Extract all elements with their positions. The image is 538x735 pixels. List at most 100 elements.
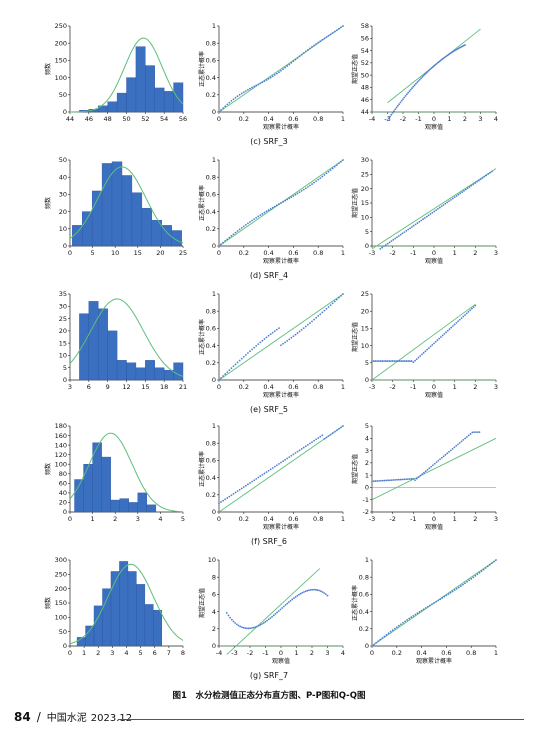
row6-qq-plot-point	[439, 458, 441, 461]
footer-slash: /	[36, 710, 41, 724]
row6-pp-plot-point	[327, 435, 330, 437]
row3-pp-plot-point	[232, 98, 235, 101]
row7-pp-plot-point	[406, 619, 409, 621]
row3-qq-plot-point	[404, 94, 407, 97]
row6-pp-plot-y-tick-label: 0.6	[206, 457, 216, 465]
row3-pp-plot-point	[284, 66, 287, 69]
row6-pp-plot-point	[251, 480, 253, 483]
row6-qq-plot-point	[381, 479, 384, 482]
row4-qq-plot-x-tick-label: 1	[453, 249, 457, 257]
row7-pp-plot-point	[493, 560, 495, 563]
row5-pp-plot-reference-line	[218, 293, 344, 381]
row7-qq-plot-point	[294, 596, 297, 598]
row7-histogram-bar	[85, 625, 95, 647]
row4-qq-plot-point	[444, 202, 447, 205]
row5-pp-plot-point	[323, 309, 326, 312]
row7-qq-plot-point	[324, 593, 327, 596]
row4-pp-plot-point	[329, 169, 332, 172]
row4-pp-plot-point	[242, 225, 245, 228]
row6-pp-plot-point	[335, 429, 338, 432]
row5-histogram-x-tick-label: 3	[68, 383, 72, 391]
row4-pp-plot-point	[327, 170, 330, 173]
row7-qq-plot-point	[274, 613, 277, 615]
row7-qq-plot-point	[298, 593, 300, 596]
row7-qq-plot-point	[271, 615, 273, 618]
row3-histogram-bar	[145, 65, 155, 113]
row4-pp-plot-y-tick-label: 0	[212, 242, 216, 250]
row4-pp-plot-point	[249, 221, 251, 223]
row5-histogram-bar	[79, 313, 90, 381]
row3-qq-plot-point	[442, 57, 444, 60]
row6-pp-plot-point	[282, 460, 284, 463]
row5-qq-plot-y-tick-label: 0	[365, 376, 369, 384]
subfigure-caption-e: (e) SRF_5	[249, 405, 289, 414]
row6-pp-plot-point	[240, 487, 243, 490]
row3-histogram-bar	[173, 82, 184, 113]
row7-qq-plot-point	[264, 620, 267, 623]
row5-histogram-bar	[135, 367, 146, 381]
row6-histogram-x-tick-label: 1	[91, 515, 95, 523]
row6-histogram-x-tick-label: 5	[181, 515, 185, 523]
row6-qq-plot-point	[473, 431, 475, 434]
row4-pp-plot-point	[333, 165, 336, 168]
row3-qq-plot-point	[447, 53, 450, 56]
row6-pp-plot-point	[309, 442, 311, 445]
row5-pp-plot-point	[271, 331, 274, 334]
row4-pp-plot-point	[253, 218, 256, 221]
row6-pp-plot-point	[319, 435, 322, 438]
row4-histogram-bar	[121, 175, 133, 247]
row3-qq-plot-y-tick-label: 56	[361, 34, 369, 42]
row7-pp-plot-point	[404, 620, 406, 623]
row4-pp-plot-y-tick-label: 1	[212, 156, 216, 164]
row3-qq-plot-y-tick-label: 46	[361, 96, 369, 104]
row5-qq-plot-point	[408, 360, 411, 362]
row5-pp-plot-point	[337, 296, 340, 299]
row3-pp-plot-point	[282, 68, 284, 71]
row6-qq-plot-point	[437, 459, 440, 462]
row5-pp-plot-point	[236, 361, 239, 364]
row5-histogram-y-tick-label: 15	[59, 339, 67, 347]
row5-pp-plot-point	[259, 341, 262, 344]
row5-qq-plot-point	[443, 333, 446, 335]
row6-qq-plot-point	[399, 478, 402, 481]
row5-pp-plot-point	[302, 327, 305, 330]
row7-pp-plot-point	[416, 612, 419, 615]
row4-pp-plot-point	[218, 245, 220, 247]
row4-qq-plot-point	[429, 213, 432, 215]
row4-pp-plot-point	[292, 195, 295, 197]
row5-qq-plot-point	[393, 360, 396, 362]
row3-pp-plot-point	[218, 111, 220, 113]
row5-histogram-bar	[88, 301, 99, 381]
row7-qq-plot-point	[287, 601, 290, 604]
row5-qq-plot-y-tick-label: 20	[361, 307, 369, 315]
row4-pp-plot-point	[284, 199, 287, 202]
row7-qq-plot-point	[227, 614, 230, 617]
row3-histogram-y-tick-label: 200	[55, 39, 67, 47]
row3-pp-plot-point	[263, 80, 266, 83]
row3-pp-plot-point	[251, 86, 253, 89]
row4-pp-plot-xlabel: 观察累计概率	[263, 257, 299, 265]
row7-pp-plot-point	[445, 594, 448, 597]
row3-qq-plot-x-tick-label: -1	[415, 115, 421, 123]
row4-pp-plot-point	[286, 198, 289, 201]
row6-qq-plot-point	[389, 479, 391, 482]
row6-qq-plot-point	[453, 446, 456, 449]
row3-qq-plot-point	[451, 51, 453, 54]
row4-qq-plot-point	[397, 235, 400, 237]
magazine-name: 中国水泥	[46, 713, 87, 724]
row5-pp-plot-point	[325, 307, 328, 310]
row4-qq-plot-point	[490, 170, 493, 173]
row6-qq-plot-point	[401, 478, 404, 481]
row3-pp-plot-point	[257, 83, 260, 86]
row3-qq-plot-y-tick-label: 50	[361, 71, 369, 79]
row4-qq-plot-y-tick-label: 0	[365, 242, 369, 250]
row5-qq-plot-point	[414, 359, 416, 362]
row6-pp-plot-point	[340, 426, 342, 429]
row3-pp-plot-point	[224, 105, 227, 108]
row6-qq-plot-point	[466, 436, 468, 438]
row4-pp-plot-point	[222, 241, 225, 244]
row4-histogram-bar	[82, 211, 93, 247]
row4-pp-plot-x-tick-label: 0.6	[288, 249, 298, 257]
row4-qq-plot-point	[440, 205, 443, 208]
row6-qq-plot-y-tick-label: -1	[363, 496, 369, 504]
